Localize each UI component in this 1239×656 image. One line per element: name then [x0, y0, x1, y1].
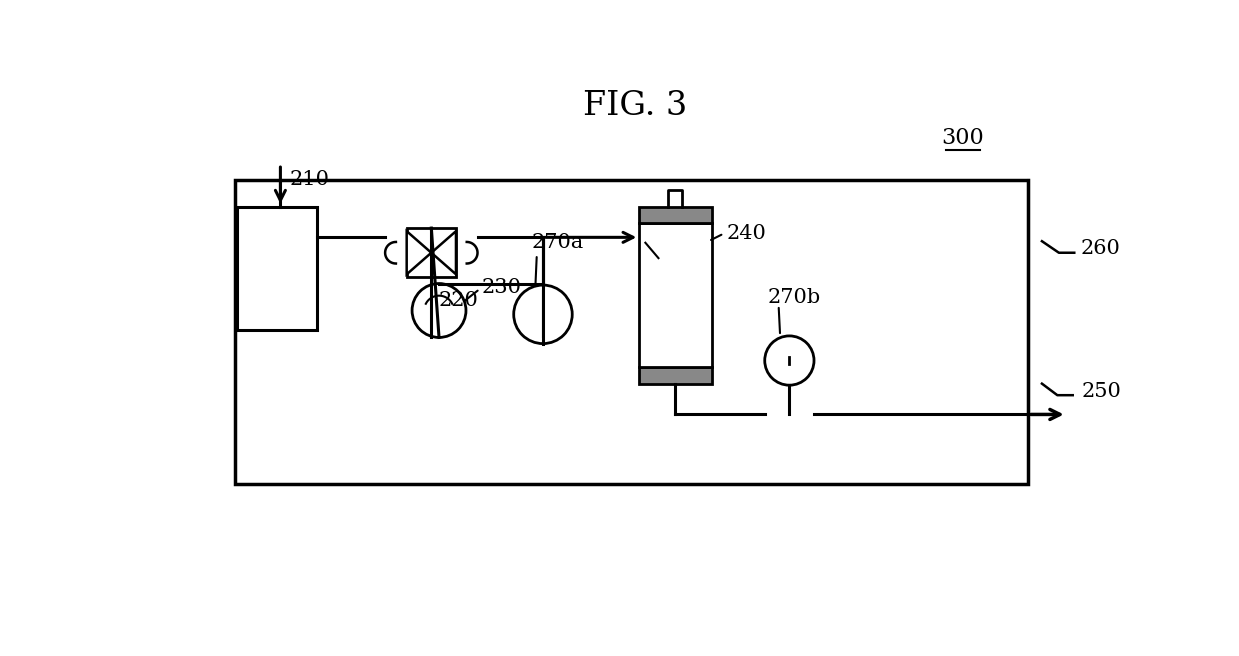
- Circle shape: [413, 283, 466, 337]
- Bar: [639, 367, 712, 384]
- Text: FIG. 3: FIG. 3: [584, 91, 688, 123]
- Text: 240: 240: [726, 224, 766, 243]
- Text: 250: 250: [1082, 382, 1121, 401]
- Text: 230: 230: [482, 278, 522, 297]
- Text: 210: 210: [290, 170, 330, 189]
- Polygon shape: [406, 231, 431, 274]
- Circle shape: [764, 336, 814, 385]
- Text: 270b: 270b: [768, 288, 821, 307]
- Bar: [235, 180, 1028, 483]
- Text: 220: 220: [439, 291, 479, 310]
- Bar: [237, 207, 317, 330]
- Text: 260: 260: [1080, 239, 1120, 258]
- Text: 270a: 270a: [532, 234, 584, 252]
- Bar: [639, 224, 712, 367]
- Text: 300: 300: [942, 127, 984, 149]
- Circle shape: [514, 285, 572, 344]
- Bar: [639, 207, 712, 224]
- Polygon shape: [431, 231, 456, 274]
- Bar: [406, 228, 456, 277]
